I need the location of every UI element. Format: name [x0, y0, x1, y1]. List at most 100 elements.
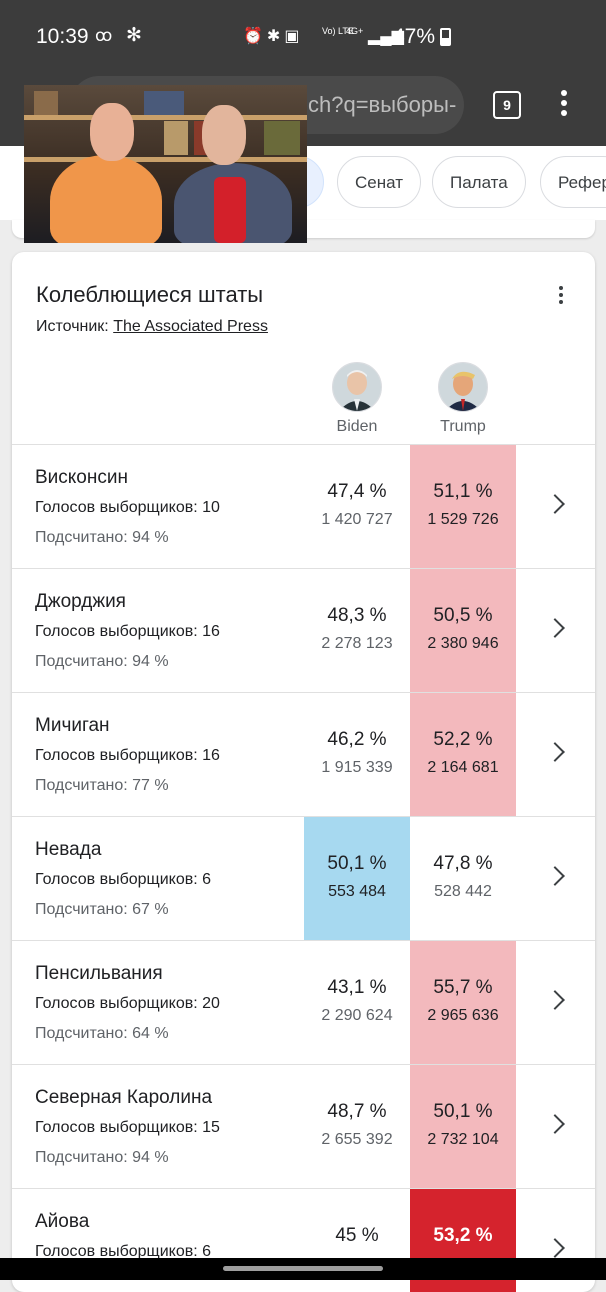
- chip-senate[interactable]: Сенат: [337, 156, 421, 208]
- biden-avatar: [332, 362, 382, 412]
- biden-result: 45 %: [304, 1189, 410, 1292]
- fan-icon: ✻: [126, 25, 142, 46]
- home-gesture-handle[interactable]: [223, 1266, 383, 1271]
- chevron-right-icon[interactable]: [545, 494, 565, 514]
- trump-result: 47,8 % 528 442: [410, 817, 516, 940]
- video-box: [144, 91, 184, 115]
- trump-result: 52,2 % 2 164 681: [410, 693, 516, 816]
- card-source: Источник: The Associated Press: [36, 318, 268, 336]
- chevron-right-icon[interactable]: [545, 866, 565, 886]
- biden-percent: 46,2 %: [327, 729, 387, 750]
- electoral-votes: Голосов выборщиков: 6: [35, 1243, 212, 1260]
- chevron-right-icon[interactable]: [545, 1114, 565, 1134]
- counted-percent: Подсчитано: 77 %: [35, 777, 169, 794]
- biden-percent: 43,1 %: [327, 977, 387, 998]
- state-name: Мичиган: [35, 715, 110, 736]
- person-left-body: [50, 155, 162, 243]
- trump-result: 55,7 % 2 965 636: [410, 941, 516, 1064]
- trump-percent: 50,5 %: [433, 605, 493, 626]
- candidate-biden: Biden: [304, 362, 410, 436]
- chevron-right-icon[interactable]: [545, 618, 565, 638]
- lte-indicator: Vo) LTE: [322, 26, 354, 36]
- state-name: Джорджия: [35, 591, 126, 612]
- person-right-scarf: [214, 177, 246, 243]
- gesture-navigation-bar: [0, 1258, 606, 1280]
- state-name: Пенсильвания: [35, 963, 163, 984]
- battery-icon: [440, 28, 451, 46]
- picture-in-picture-video[interactable]: [24, 85, 307, 243]
- biden-votes: 1 915 339: [321, 759, 393, 776]
- trump-percent: 55,7 %: [433, 977, 493, 998]
- state-row[interactable]: Мичиган Голосов выборщиков: 16 Подсчитан…: [12, 692, 595, 816]
- chevron-right-icon[interactable]: [545, 990, 565, 1010]
- alarm-bluetooth-icons: ⏰✱▣: [243, 28, 304, 45]
- trump-votes: 1 529 726: [427, 511, 499, 528]
- biden-result: 50,1 % 553 484: [304, 817, 410, 940]
- state-name: Невада: [35, 839, 102, 860]
- status-time: 10:39: [36, 25, 89, 48]
- trump-result: 51,1 % 1 529 726: [410, 445, 516, 568]
- browser-menu-icon[interactable]: [556, 90, 572, 120]
- video-box: [34, 91, 58, 115]
- card-more-icon[interactable]: [558, 286, 564, 308]
- trump-percent: 47,8 %: [433, 853, 493, 874]
- signal-icon: ▂▄▆: [368, 28, 404, 45]
- biden-percent: 45 %: [335, 1225, 379, 1246]
- video-shelf: [24, 157, 307, 162]
- voicemail-icon: ꝏ: [95, 26, 113, 45]
- person-left-head: [90, 103, 134, 161]
- status-bar: 10:39 ꝏ ✻ ⏰✱▣ Vo) LTE 4G+ ▂▄▆ 47%: [0, 0, 606, 76]
- counted-percent: Подсчитано: 94 %: [35, 529, 169, 546]
- candidate-name: Biden: [336, 418, 378, 435]
- chip-house[interactable]: Палата: [432, 156, 526, 208]
- state-row[interactable]: Невада Голосов выборщиков: 6 Подсчитано:…: [12, 816, 595, 940]
- state-name: Северная Каролина: [35, 1087, 213, 1108]
- chip-referendum[interactable]: Рефер: [540, 156, 606, 208]
- biden-result: 46,2 % 1 915 339: [304, 693, 410, 816]
- electoral-votes: Голосов выборщиков: 15: [35, 1119, 220, 1136]
- biden-result: 48,7 % 2 655 392: [304, 1065, 410, 1188]
- state-row[interactable]: Висконсин Голосов выборщиков: 10 Подсчит…: [12, 444, 595, 568]
- biden-result: 47,4 % 1 420 727: [304, 445, 410, 568]
- electoral-votes: Голосов выборщиков: 16: [35, 747, 220, 764]
- electoral-votes: Голосов выборщиков: 20: [35, 995, 220, 1012]
- biden-percent: 50,1 %: [327, 853, 387, 874]
- video-box: [264, 121, 300, 155]
- biden-votes: 2 278 123: [321, 635, 393, 652]
- trump-votes: 2 380 946: [427, 635, 499, 652]
- trump-percent: 50,1 %: [433, 1101, 493, 1122]
- trump-result: 50,5 % 2 380 946: [410, 569, 516, 692]
- swing-states-card: Колеблющиеся штаты Источник: The Associa…: [12, 252, 595, 1292]
- electoral-votes: Голосов выборщиков: 6: [35, 871, 212, 888]
- biden-votes: 1 420 727: [321, 511, 393, 528]
- biden-percent: 48,7 %: [327, 1101, 387, 1122]
- state-row[interactable]: Айова Голосов выборщиков: 6 45 % 53,2 %: [12, 1188, 595, 1292]
- counted-percent: Подсчитано: 94 %: [35, 653, 169, 670]
- trump-percent: 52,2 %: [433, 729, 493, 750]
- tab-switcher-button[interactable]: 9: [493, 91, 521, 119]
- video-box: [164, 121, 188, 155]
- source-label: Источник:: [36, 318, 109, 335]
- trump-votes: 528 442: [434, 883, 492, 900]
- state-name: Айова: [35, 1211, 90, 1232]
- video-shelf: [24, 115, 307, 120]
- biden-percent: 47,4 %: [327, 481, 387, 502]
- chevron-right-icon[interactable]: [545, 1238, 565, 1258]
- trump-votes: 2 732 104: [427, 1131, 499, 1148]
- state-row[interactable]: Северная Каролина Голосов выборщиков: 15…: [12, 1064, 595, 1188]
- counted-percent: Подсчитано: 94 %: [35, 1149, 169, 1166]
- biden-result: 43,1 % 2 290 624: [304, 941, 410, 1064]
- state-row[interactable]: Джорджия Голосов выборщиков: 16 Подсчита…: [12, 568, 595, 692]
- biden-votes: 2 290 624: [321, 1007, 393, 1024]
- battery-percent: 47%: [393, 25, 436, 48]
- chevron-right-icon[interactable]: [545, 742, 565, 762]
- card-title: Колеблющиеся штаты: [36, 282, 264, 307]
- state-name: Висконсин: [35, 467, 128, 488]
- biden-percent: 48,3 %: [327, 605, 387, 626]
- source-link[interactable]: The Associated Press: [113, 318, 268, 335]
- trump-votes: 2 965 636: [427, 1007, 499, 1024]
- state-row[interactable]: Пенсильвания Голосов выборщиков: 20 Подс…: [12, 940, 595, 1064]
- biden-result: 48,3 % 2 278 123: [304, 569, 410, 692]
- network-type-indicator: 4G+: [346, 26, 364, 36]
- trump-result: 50,1 % 2 732 104: [410, 1065, 516, 1188]
